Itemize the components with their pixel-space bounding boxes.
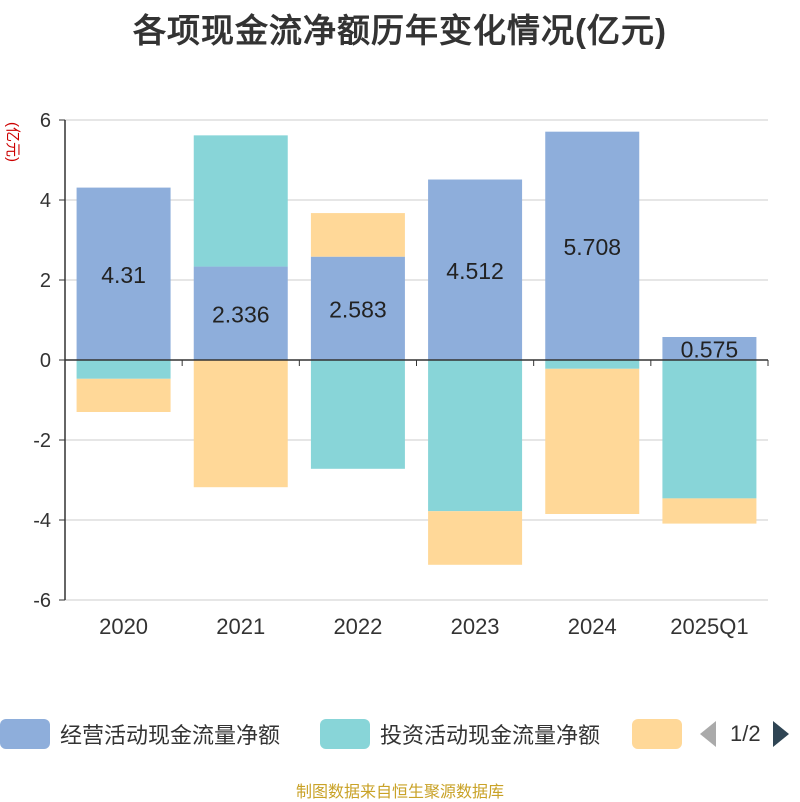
legend-page-indicator: 1/2 (730, 721, 761, 746)
data-source-note: 制图数据来自恒生聚源数据库 (295, 784, 504, 801)
data-label-operating: 0.575 (681, 337, 739, 363)
bar-financing-2020 (76, 378, 171, 412)
legend-swatch-investing (320, 719, 370, 749)
x-tick-label: 2020 (99, 614, 148, 639)
legend-item-operating[interactable]: 经营活动现金流量净额 (0, 712, 280, 756)
next-page-icon[interactable] (772, 721, 789, 747)
bar-investing-2022 (310, 360, 405, 469)
x-tick-label: 2021 (216, 614, 265, 639)
legend-label-investing: 投资活动现金流量净额 (380, 723, 601, 748)
data-label-operating: 5.708 (563, 234, 621, 260)
bar-operating-2021 (193, 266, 288, 360)
bar-operating-2023 (428, 179, 523, 360)
bar-operating-2024 (545, 131, 640, 360)
bar-financing-2023 (428, 511, 523, 565)
data-label-operating: 2.583 (329, 296, 387, 322)
data-label-operating: 2.336 (212, 301, 270, 327)
legend: 经营活动现金流量净额 投资活动现金流量净额 1/2 (0, 712, 800, 756)
legend-item-financing[interactable] (632, 712, 682, 756)
data-label-operating: 4.512 (446, 258, 504, 284)
y-tick-label: -2 (33, 430, 51, 452)
legend-item-investing[interactable]: 投资活动现金流量净额 (320, 712, 600, 756)
y-tick-label: -4 (33, 510, 51, 532)
y-tick-label: 6 (40, 110, 51, 132)
x-tick-label: 2024 (568, 614, 617, 639)
x-tick-label: 2023 (451, 614, 500, 639)
bar-financing-2024 (545, 368, 640, 514)
legend-label-operating: 经营活动现金流量净额 (60, 723, 281, 748)
bar-investing-2023 (428, 360, 523, 512)
y-axis-unit-label: (亿元) (4, 122, 21, 162)
prev-page-icon[interactable] (700, 721, 716, 747)
bar-financing-2022 (310, 213, 405, 257)
bar-financing-2025Q1 (662, 498, 757, 524)
x-tick-label: 2025Q1 (670, 614, 748, 639)
legend-pager: 1/2 (700, 712, 789, 756)
bar-operating-2025Q1 (662, 337, 757, 360)
bar-investing-2025Q1 (662, 360, 757, 499)
legend-swatch-financing (632, 719, 682, 749)
bar-operating-2022 (310, 256, 405, 360)
legend-swatch-operating (0, 719, 50, 749)
bar-investing-2021 (193, 135, 288, 267)
bar-operating-2020 (76, 187, 171, 360)
y-tick-label: 4 (40, 190, 51, 212)
bar-investing-2024 (545, 360, 640, 369)
x-tick-label: 2022 (333, 614, 382, 639)
y-tick-label: 2 (40, 270, 51, 292)
y-tick-label: 0 (40, 350, 51, 372)
chart-title: 各项现金流净额历年变化情况(亿元) (133, 12, 667, 49)
y-tick-label: -6 (33, 590, 51, 612)
bar-investing-2020 (76, 360, 171, 379)
chart-plot: 6 4 2 0 -2 -4 -6 (亿元) 2020 2021 2022 2023 2024 2025Q1… (4, 110, 769, 639)
bar-financing-2021 (193, 360, 288, 488)
data-label-operating: 4.31 (101, 262, 146, 288)
